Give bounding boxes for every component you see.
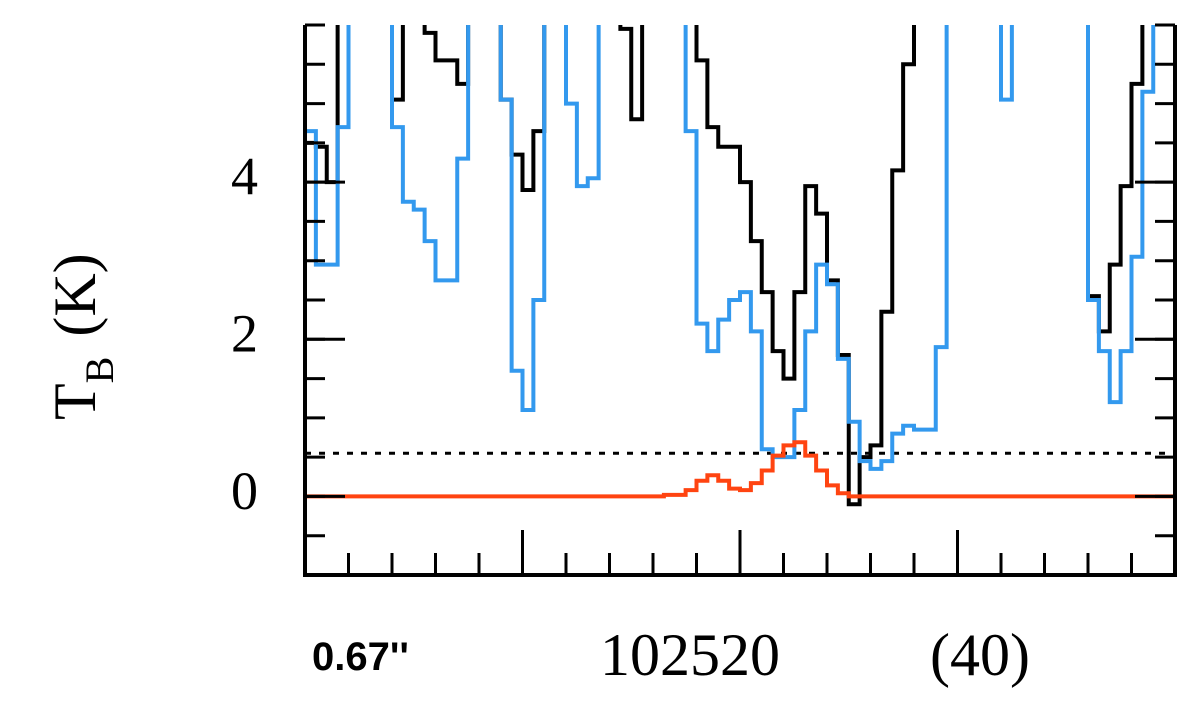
spectrum-line — [305, 25, 1156, 471]
y-label-sub: B — [77, 357, 122, 384]
y-tick-label: 4 — [231, 147, 258, 207]
annotation: 102520 — [600, 622, 780, 688]
annotation: (40) — [930, 622, 1030, 688]
y-label-main: T — [42, 383, 108, 420]
spectrum-line — [305, 440, 1175, 499]
annotation: 0.67'' — [312, 635, 409, 679]
y-tick-label: 0 — [231, 461, 258, 521]
plot-area — [305, 25, 1175, 507]
y-tick-label: 2 — [231, 304, 258, 364]
spectrum-line — [305, 25, 1145, 507]
y-label-unit: (K) — [42, 253, 108, 336]
y-axis-label: TB (K) — [42, 253, 122, 420]
